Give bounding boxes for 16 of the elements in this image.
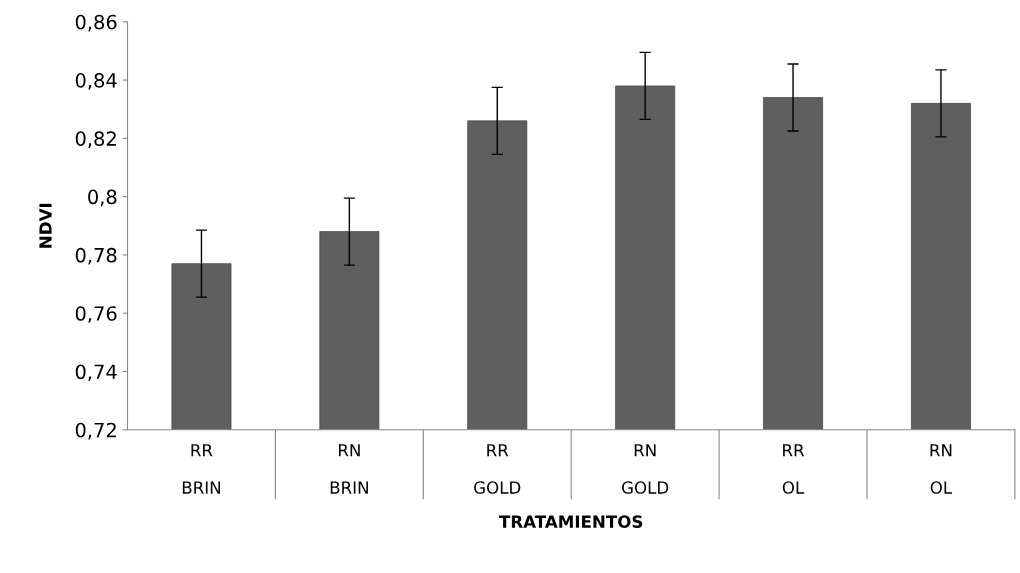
y-tick-label: 0,84 bbox=[75, 73, 117, 90]
y-tick-label: 0,8 bbox=[88, 189, 117, 207]
category-label: RR BRIN bbox=[182, 444, 221, 494]
y-tick-label: 0,72 bbox=[75, 422, 116, 440]
y-tick-label: 0,86 bbox=[75, 14, 117, 32]
y-axis-title: NDVI bbox=[39, 203, 52, 248]
y-tick-label: 0,76 bbox=[75, 306, 117, 323]
y-tick-label: 0,74 bbox=[75, 364, 117, 382]
category-label: RR GOLD bbox=[474, 444, 521, 494]
y-tick-label: 0,82 bbox=[75, 131, 116, 148]
category-label: RN OL bbox=[930, 444, 953, 494]
category-label: RR OL bbox=[782, 444, 805, 494]
y-tick-label: 0,78 bbox=[75, 247, 117, 265]
category-label: RN BRIN bbox=[330, 444, 368, 494]
category-label: RN GOLD bbox=[622, 444, 669, 494]
x-axis-title: TRATAMIENTOS bbox=[499, 515, 643, 528]
